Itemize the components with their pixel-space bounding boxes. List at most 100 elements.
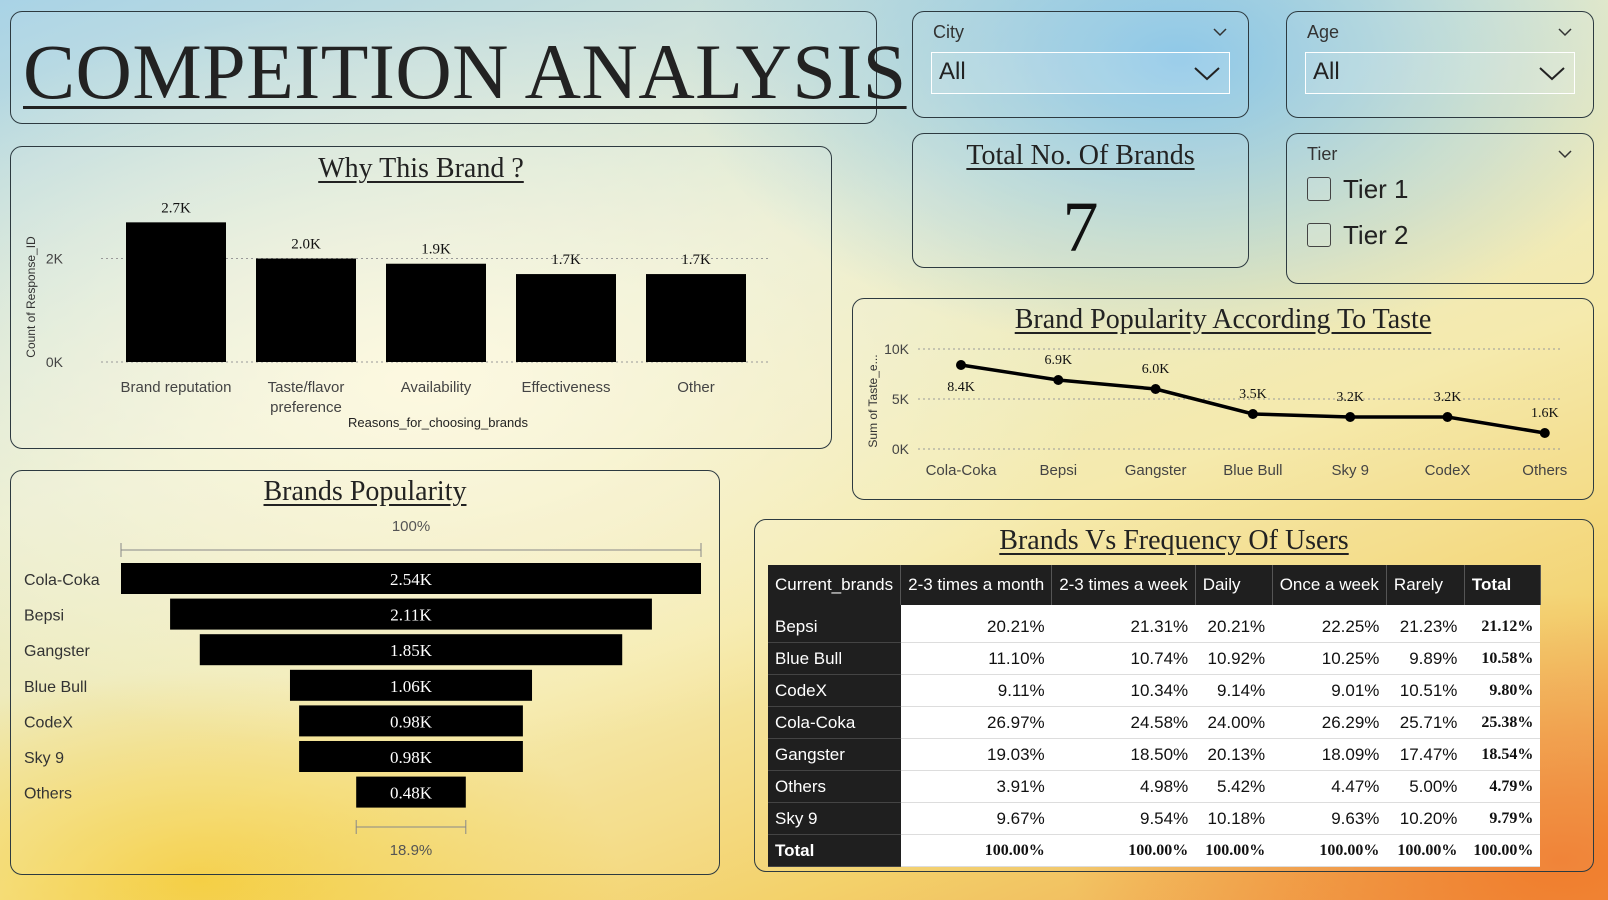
why-brand-panel: Why This Brand ? 0K 2K Count of Response_I… — [10, 146, 832, 449]
row-label: Sky 9 — [768, 802, 901, 835]
table-cell: 100.00% — [1464, 834, 1541, 867]
table-cell: 17.47% — [1386, 738, 1465, 771]
column-header[interactable]: Current_brands — [768, 565, 902, 605]
bar — [256, 258, 356, 362]
data-point — [1150, 384, 1161, 394]
row-label: Bepsi — [768, 605, 901, 643]
data-label: 6.0K — [1142, 362, 1170, 377]
y-tick-label: 0K — [892, 441, 910, 457]
tier-slicer[interactable]: Tier Tier 1 Tier 2 — [1286, 133, 1594, 284]
x-tick-label: Availability — [401, 379, 472, 396]
kpi-title: Total No. Of Brands — [966, 140, 1195, 171]
data-label: 3.5K — [1239, 387, 1267, 402]
table-cell: 18.50% — [1051, 738, 1196, 771]
table-cell: 25.38% — [1464, 706, 1541, 739]
column-header[interactable]: Total — [1464, 565, 1541, 605]
table-cell: 4.79% — [1464, 770, 1541, 803]
table-cell: 20.21% — [900, 605, 1052, 643]
table-row: Blue Bull 11.10% 10.74% 10.92% 10.25% 9.89% 10… — [768, 642, 1541, 675]
category-label: Others — [24, 786, 72, 803]
funnel-bar — [299, 741, 523, 772]
x-tick-label: preference — [270, 399, 342, 416]
y-tick-label: 0K — [46, 354, 64, 370]
funnel-title: Brands Popularity — [263, 476, 467, 507]
taste-title: Brand Popularity According To Taste — [1014, 304, 1432, 335]
category-label: Blue Bull — [24, 679, 87, 696]
city-slicer-label: City — [933, 22, 964, 42]
chevron-down-icon[interactable] — [1193, 63, 1221, 83]
table-row: Bepsi 20.21% 21.31% 20.21% 22.25% 21.23% 21.12… — [768, 605, 1541, 643]
chevron-down-icon[interactable] — [1538, 63, 1566, 83]
table-header-row: Current_brands 2-3 times a month 2-3 times… — [768, 565, 1541, 605]
bar — [386, 263, 486, 362]
column-header[interactable]: Rarely — [1386, 565, 1465, 605]
row-label: Blue Bull — [768, 642, 901, 675]
data-label: 2.54K — [390, 570, 433, 589]
table-cell: 9.01% — [1272, 674, 1387, 707]
top-percent-label: 100% — [392, 518, 430, 535]
table-cell: 20.13% — [1195, 738, 1273, 771]
funnel-bar — [299, 705, 523, 737]
age-dropdown[interactable]: All — [1305, 52, 1575, 94]
why-brand-title: Why This Brand ? — [318, 153, 524, 184]
funnel-bar — [121, 563, 701, 594]
y-tick-label: 2K — [46, 251, 64, 267]
y-axis-label: Sum of Taste_e... — [866, 354, 880, 447]
chevron-down-icon[interactable] — [1557, 24, 1573, 40]
table-cell: 10.92% — [1195, 642, 1273, 675]
data-label: 3.2K — [1434, 390, 1462, 405]
y-axis-label: Count of Response_ID — [24, 236, 38, 358]
data-point — [1539, 428, 1550, 438]
bar — [646, 274, 746, 362]
table-cell: 5.00% — [1386, 770, 1465, 803]
y-tick-label: 10K — [884, 341, 910, 357]
table-cell: 10.74% — [1051, 642, 1196, 675]
table-cell: 19.03% — [900, 738, 1052, 771]
table-row: Sky 9 9.67% 9.54% 10.18% 9.63% 10.20% 9.79% — [768, 802, 1541, 835]
table-cell: 100.00% — [1386, 834, 1465, 867]
table-row: Others 3.91% 4.98% 5.42% 4.47% 5.00% 4.79% — [768, 770, 1541, 803]
row-label: Total — [768, 834, 901, 867]
table-row: CodeX 9.11% 10.34% 9.14% 9.01% 10.51% 9.80% — [768, 674, 1541, 707]
city-dropdown[interactable]: All — [931, 52, 1230, 94]
table-cell: 10.51% — [1386, 674, 1465, 707]
data-label: 1.06K — [390, 677, 433, 696]
city-slicer[interactable]: City All — [912, 11, 1249, 118]
checkbox-icon[interactable] — [1307, 223, 1331, 247]
table-cell: 21.12% — [1464, 605, 1541, 643]
age-slicer[interactable]: Age All — [1286, 11, 1594, 118]
data-point — [1247, 409, 1258, 419]
tier-option-1[interactable]: Tier 1 — [1307, 174, 1409, 204]
table-cell: 10.34% — [1051, 674, 1196, 707]
category-label: Sky 9 — [24, 750, 64, 767]
table-cell: 18.09% — [1272, 738, 1387, 771]
chevron-down-icon[interactable] — [1557, 146, 1573, 162]
why-brand-chart: 0K 2K Count of Response_ID 2.7K Brand reputa… — [24, 200, 771, 430]
data-label: 2.11K — [390, 606, 432, 625]
x-tick-label: Bepsi — [1040, 462, 1078, 479]
age-dropdown-value: All — [1313, 58, 1340, 85]
table-cell: 100.00% — [900, 834, 1052, 867]
taste-panel: Brand Popularity According To Taste 0K 5K… — [852, 298, 1594, 500]
checkbox-icon[interactable] — [1307, 177, 1331, 201]
column-header[interactable]: Once a week — [1272, 565, 1387, 605]
chevron-down-icon[interactable] — [1212, 24, 1228, 40]
table-row: Gangster 19.03% 18.50% 20.13% 18.09% 17.47% 18… — [768, 738, 1541, 771]
table-cell: 9.63% — [1272, 802, 1387, 835]
tier-option-2[interactable]: Tier 2 — [1307, 220, 1409, 250]
table-cell: 100.00% — [1051, 834, 1196, 867]
column-header[interactable]: 2-3 times a month — [900, 565, 1053, 605]
funnel-panel: Brands Popularity 100% 2.54K Cola-Coka 2.11… — [10, 470, 720, 875]
table-cell: 21.31% — [1051, 605, 1196, 643]
row-label: Gangster — [768, 738, 901, 771]
column-header[interactable]: 2-3 times a week — [1051, 565, 1196, 605]
data-label: 6.9K — [1044, 353, 1072, 368]
table-total-row: Total 100.00% 100.00% 100.00% 100.00% 100.00%… — [768, 834, 1541, 867]
x-tick-label: Gangster — [1125, 462, 1187, 479]
tier-slicer-label: Tier — [1307, 144, 1338, 164]
data-label: 2.0K — [291, 237, 321, 253]
row-label: CodeX — [768, 674, 901, 707]
column-header[interactable]: Daily — [1195, 565, 1273, 605]
bar — [516, 274, 616, 362]
funnel-bar — [170, 598, 652, 630]
